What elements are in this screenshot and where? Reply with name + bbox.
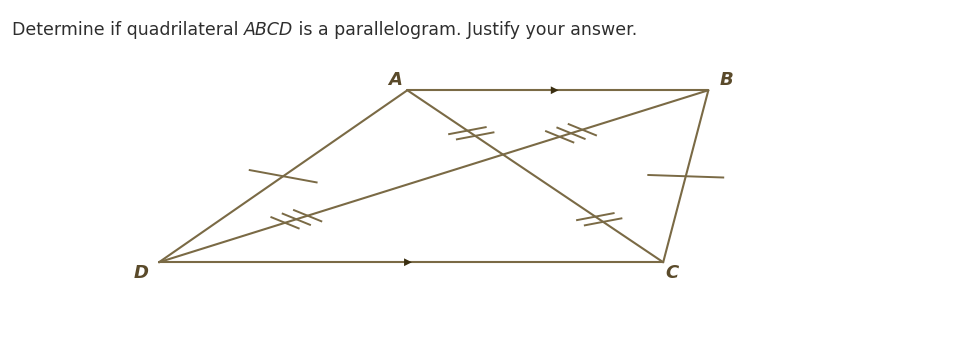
Text: D: D: [133, 264, 149, 282]
Text: ABCD: ABCD: [244, 21, 293, 39]
Text: is a parallelogram. Justify your answer.: is a parallelogram. Justify your answer.: [293, 21, 637, 39]
Text: Determine if quadrilateral: Determine if quadrilateral: [12, 21, 244, 39]
Text: B: B: [720, 70, 733, 89]
Text: C: C: [665, 264, 679, 282]
Text: A: A: [388, 70, 402, 89]
